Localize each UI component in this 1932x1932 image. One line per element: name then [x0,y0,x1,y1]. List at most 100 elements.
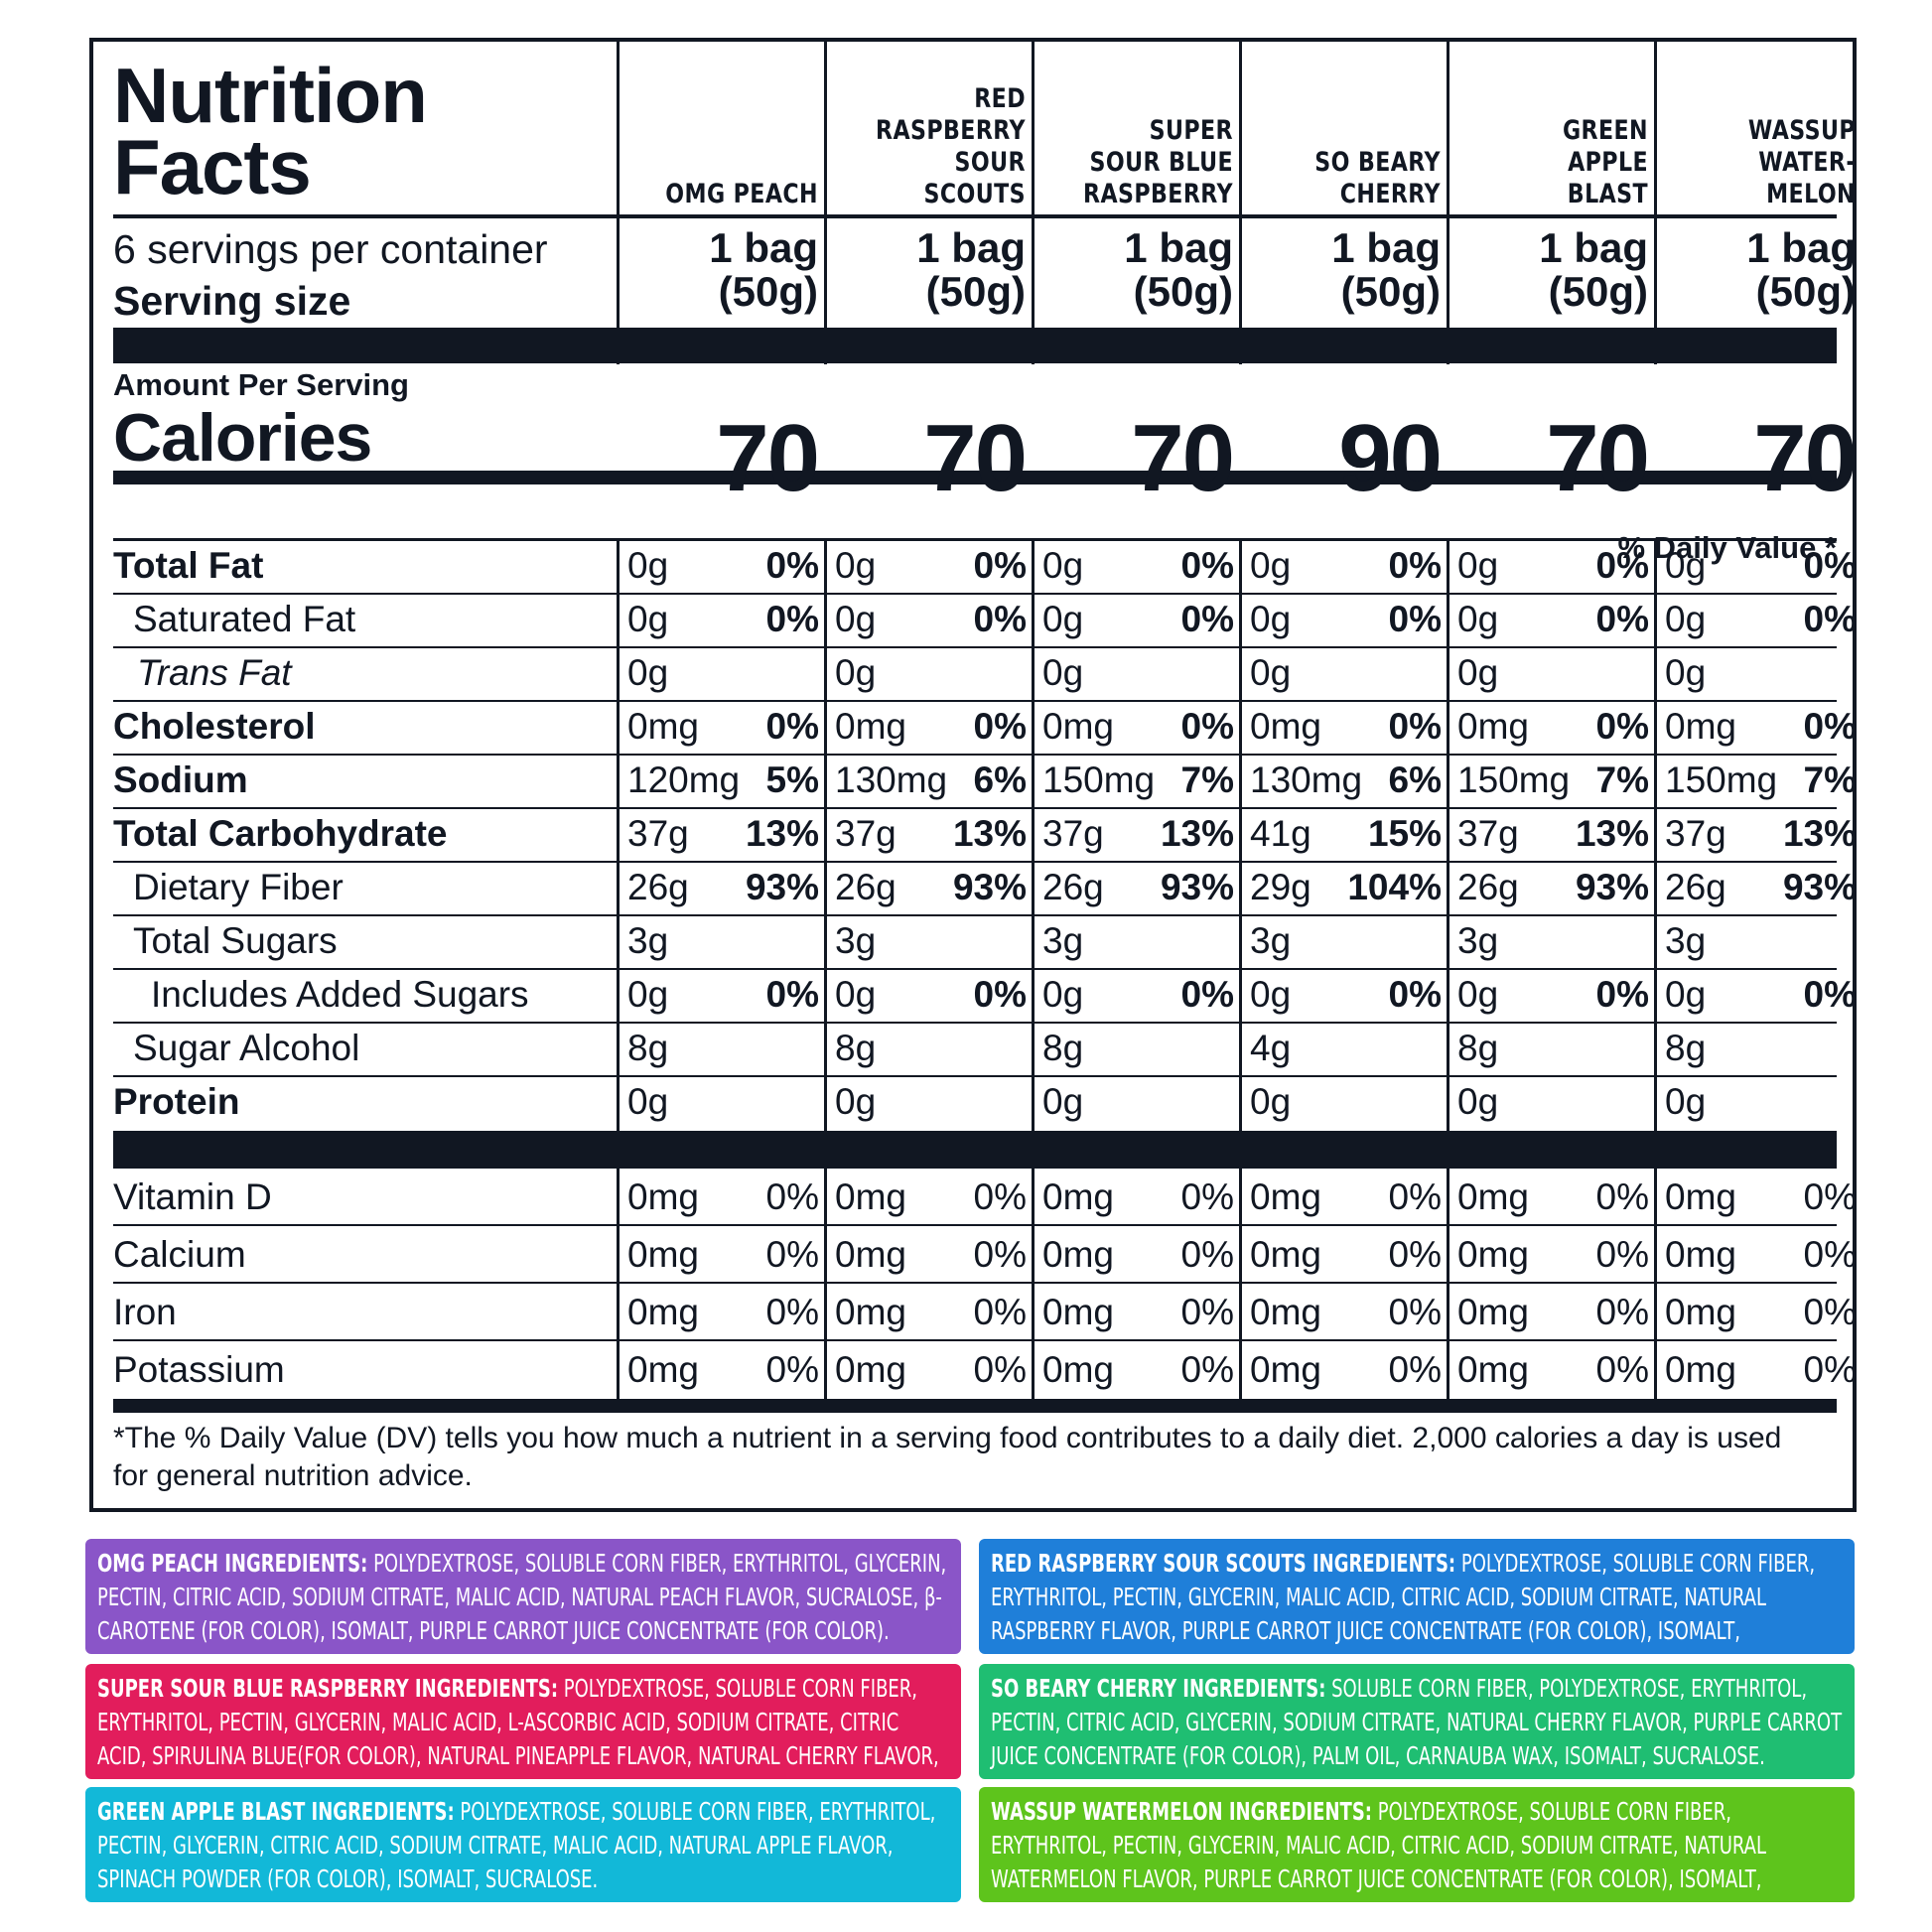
nutrient-label: Cholesterol [113,706,316,747]
nutrient-amount: 0g [835,652,877,693]
nutrient-percent: 0% [765,974,819,1015]
nutrient-amount: 120mg [627,759,741,800]
ingredients-list: POLYDEXTROSE, SOLUBLE CORN FIBER, ERYTHR… [97,1549,947,1645]
nutrient-percent: 13% [1782,813,1857,854]
vitamin-amount: 0mg [835,1234,906,1275]
nutrient-amount: 0g [1457,1081,1499,1122]
vitamin-label: Vitamin D [113,1176,272,1217]
vitamin-amount: 0mg [1042,1176,1114,1217]
title-line-2: Facts [113,123,312,210]
nutrient-percent: 93% [1782,867,1857,907]
nutrient-amount: 26g [1665,867,1726,907]
nutrient-amount: 0g [627,545,669,586]
servings-per-container: 6 servings per container [113,226,548,272]
vitamin-label: Calcium [113,1234,246,1275]
serving-size-value: 1 bag (50g) [1039,226,1233,314]
vitamin-label: Iron [113,1292,177,1332]
nutrient-percent: 0% [765,545,819,586]
serving-amount: 1 bag [1124,224,1233,271]
nutrient-amount: 0mg [1042,706,1114,747]
nutrient-amount: 0g [627,1081,669,1122]
nutrient-percent: 93% [1160,867,1234,907]
vitamin-amount: 0mg [1665,1349,1736,1390]
nutrient-amount: 8g [627,1028,669,1068]
serving-size-value: 1 bag (50g) [832,226,1026,314]
ingredients-title: WASSUP WATERMELON INGREDIENTS: [991,1797,1372,1826]
nutrient-percent: 0% [1180,545,1234,586]
vitamin-amount: 0mg [627,1176,699,1217]
nutrient-amount: 0g [1665,545,1707,586]
ingredients-box: RED RASPBERRY SOUR SCOUTS INGREDIENTS: P… [979,1539,1855,1654]
nutrient-amount: 0g [1457,974,1499,1015]
nutrient-amount: 0g [1042,652,1084,693]
column-divider [1654,538,1657,1176]
nutrient-percent: 15% [1367,813,1442,854]
nutrient-label: Total Sugars [133,920,338,961]
vitamin-amount: 0mg [627,1234,699,1275]
column-divider [1032,1176,1035,1400]
nutrient-amount: 29g [1250,867,1311,907]
serving-size-value: 1 bag (50g) [1247,226,1441,314]
ingredients-text: SO BEARY CHERRY INGREDIENTS: SOLUBLE COR… [991,1672,1844,1773]
row-rule [113,968,1837,970]
column-divider [1239,538,1242,1176]
nutrient-amount: 130mg [1250,759,1363,800]
row-rule [113,1075,1837,1077]
nutrient-label: Saturated Fat [133,599,356,639]
nutrient-percent: 0% [765,599,819,639]
calories-value: 90 [1338,405,1443,511]
vitamin-percent: 0% [1595,1176,1649,1217]
nutrient-percent: 0% [765,706,819,747]
nutrient-amount: 37g [1665,813,1726,854]
nutrient-percent: 13% [1575,813,1649,854]
serving-size-label: Serving size [113,278,351,324]
nutrient-amount: 3g [627,920,669,961]
vitamin-percent: 0% [973,1176,1027,1217]
nutrient-amount: 0g [627,974,669,1015]
thick-bar [113,1131,1837,1169]
nutrient-amount: 150mg [1665,759,1778,800]
row-rule [113,593,1837,595]
nutrient-amount: 0g [1042,974,1084,1015]
nutrient-amount: 0mg [1665,706,1736,747]
nutrient-percent: 5% [765,759,819,800]
nutrient-amount: 8g [835,1028,877,1068]
vitamin-label: Potassium [113,1349,285,1390]
nutrient-amount: 0g [1042,545,1084,586]
vitamin-percent: 0% [1180,1292,1234,1332]
thick-bar [113,1399,1837,1413]
vitamin-amount: 0mg [835,1292,906,1332]
nutrient-amount: 37g [1042,813,1104,854]
nutrient-amount: 0g [1250,1081,1292,1122]
nutrient-percent: 0% [1388,599,1442,639]
nutrient-percent: 0% [1388,974,1442,1015]
vitamin-percent: 0% [1180,1349,1234,1390]
nutrient-amount: 0g [1665,1081,1707,1122]
vitamin-percent: 0% [1388,1349,1442,1390]
ingredients-list: POLYDEXTROSE, SOLUBLE CORN FIBER, ERYTHR… [991,1797,1767,1902]
nutrient-label: Total Fat [113,545,264,586]
nutrient-amount: 8g [1042,1028,1084,1068]
nutrient-percent: 13% [745,813,819,854]
serving-weight: (50g) [1133,268,1233,315]
vitamin-amount: 0mg [835,1349,906,1390]
nutrient-percent: 93% [745,867,819,907]
nutrient-amount: 0g [1457,545,1499,586]
vitamin-percent: 0% [1595,1349,1649,1390]
vitamin-amount: 0mg [1250,1292,1321,1332]
flavor-name: WASSUP WATER- MELON [1747,115,1856,209]
nutrient-amount: 0g [1250,545,1292,586]
row-rule [113,1282,1837,1284]
nutrient-percent: 7% [1803,759,1857,800]
vitamin-amount: 0mg [1457,1176,1529,1217]
nutrient-amount: 150mg [1042,759,1156,800]
serving-weight: (50g) [1548,268,1648,315]
nutrient-amount: 130mg [835,759,948,800]
vitamin-amount: 0mg [1665,1234,1736,1275]
ingredients-box: SUPER SOUR BLUE RASPBERRY INGREDIENTS: P… [85,1664,961,1779]
nutrient-percent: 0% [1388,545,1442,586]
row-rule [113,914,1837,916]
nutrient-amount: 8g [1457,1028,1499,1068]
row-rule [113,1339,1837,1341]
nutrition-facts-label: Nutrition Facts 6 servings per container… [89,38,1858,1512]
